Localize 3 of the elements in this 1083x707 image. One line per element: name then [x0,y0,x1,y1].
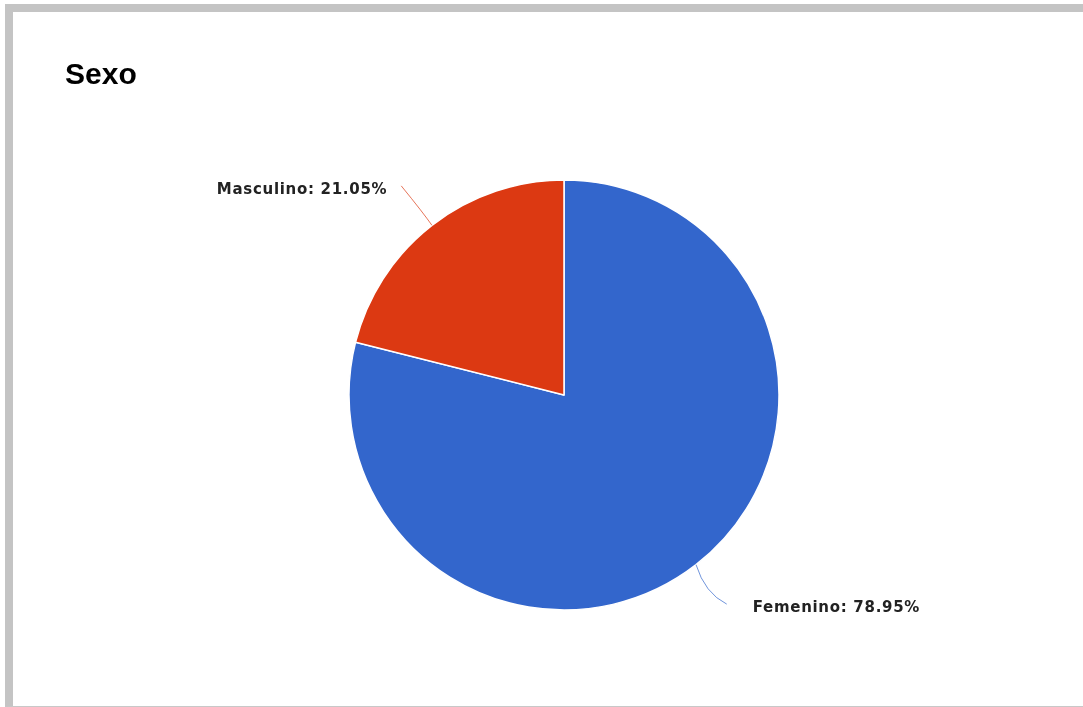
slice-label: Masculino: 21.05% [216,179,388,198]
slice-label: Femenino: 78.95% [752,598,921,617]
chart-title: Sexo [65,57,137,90]
